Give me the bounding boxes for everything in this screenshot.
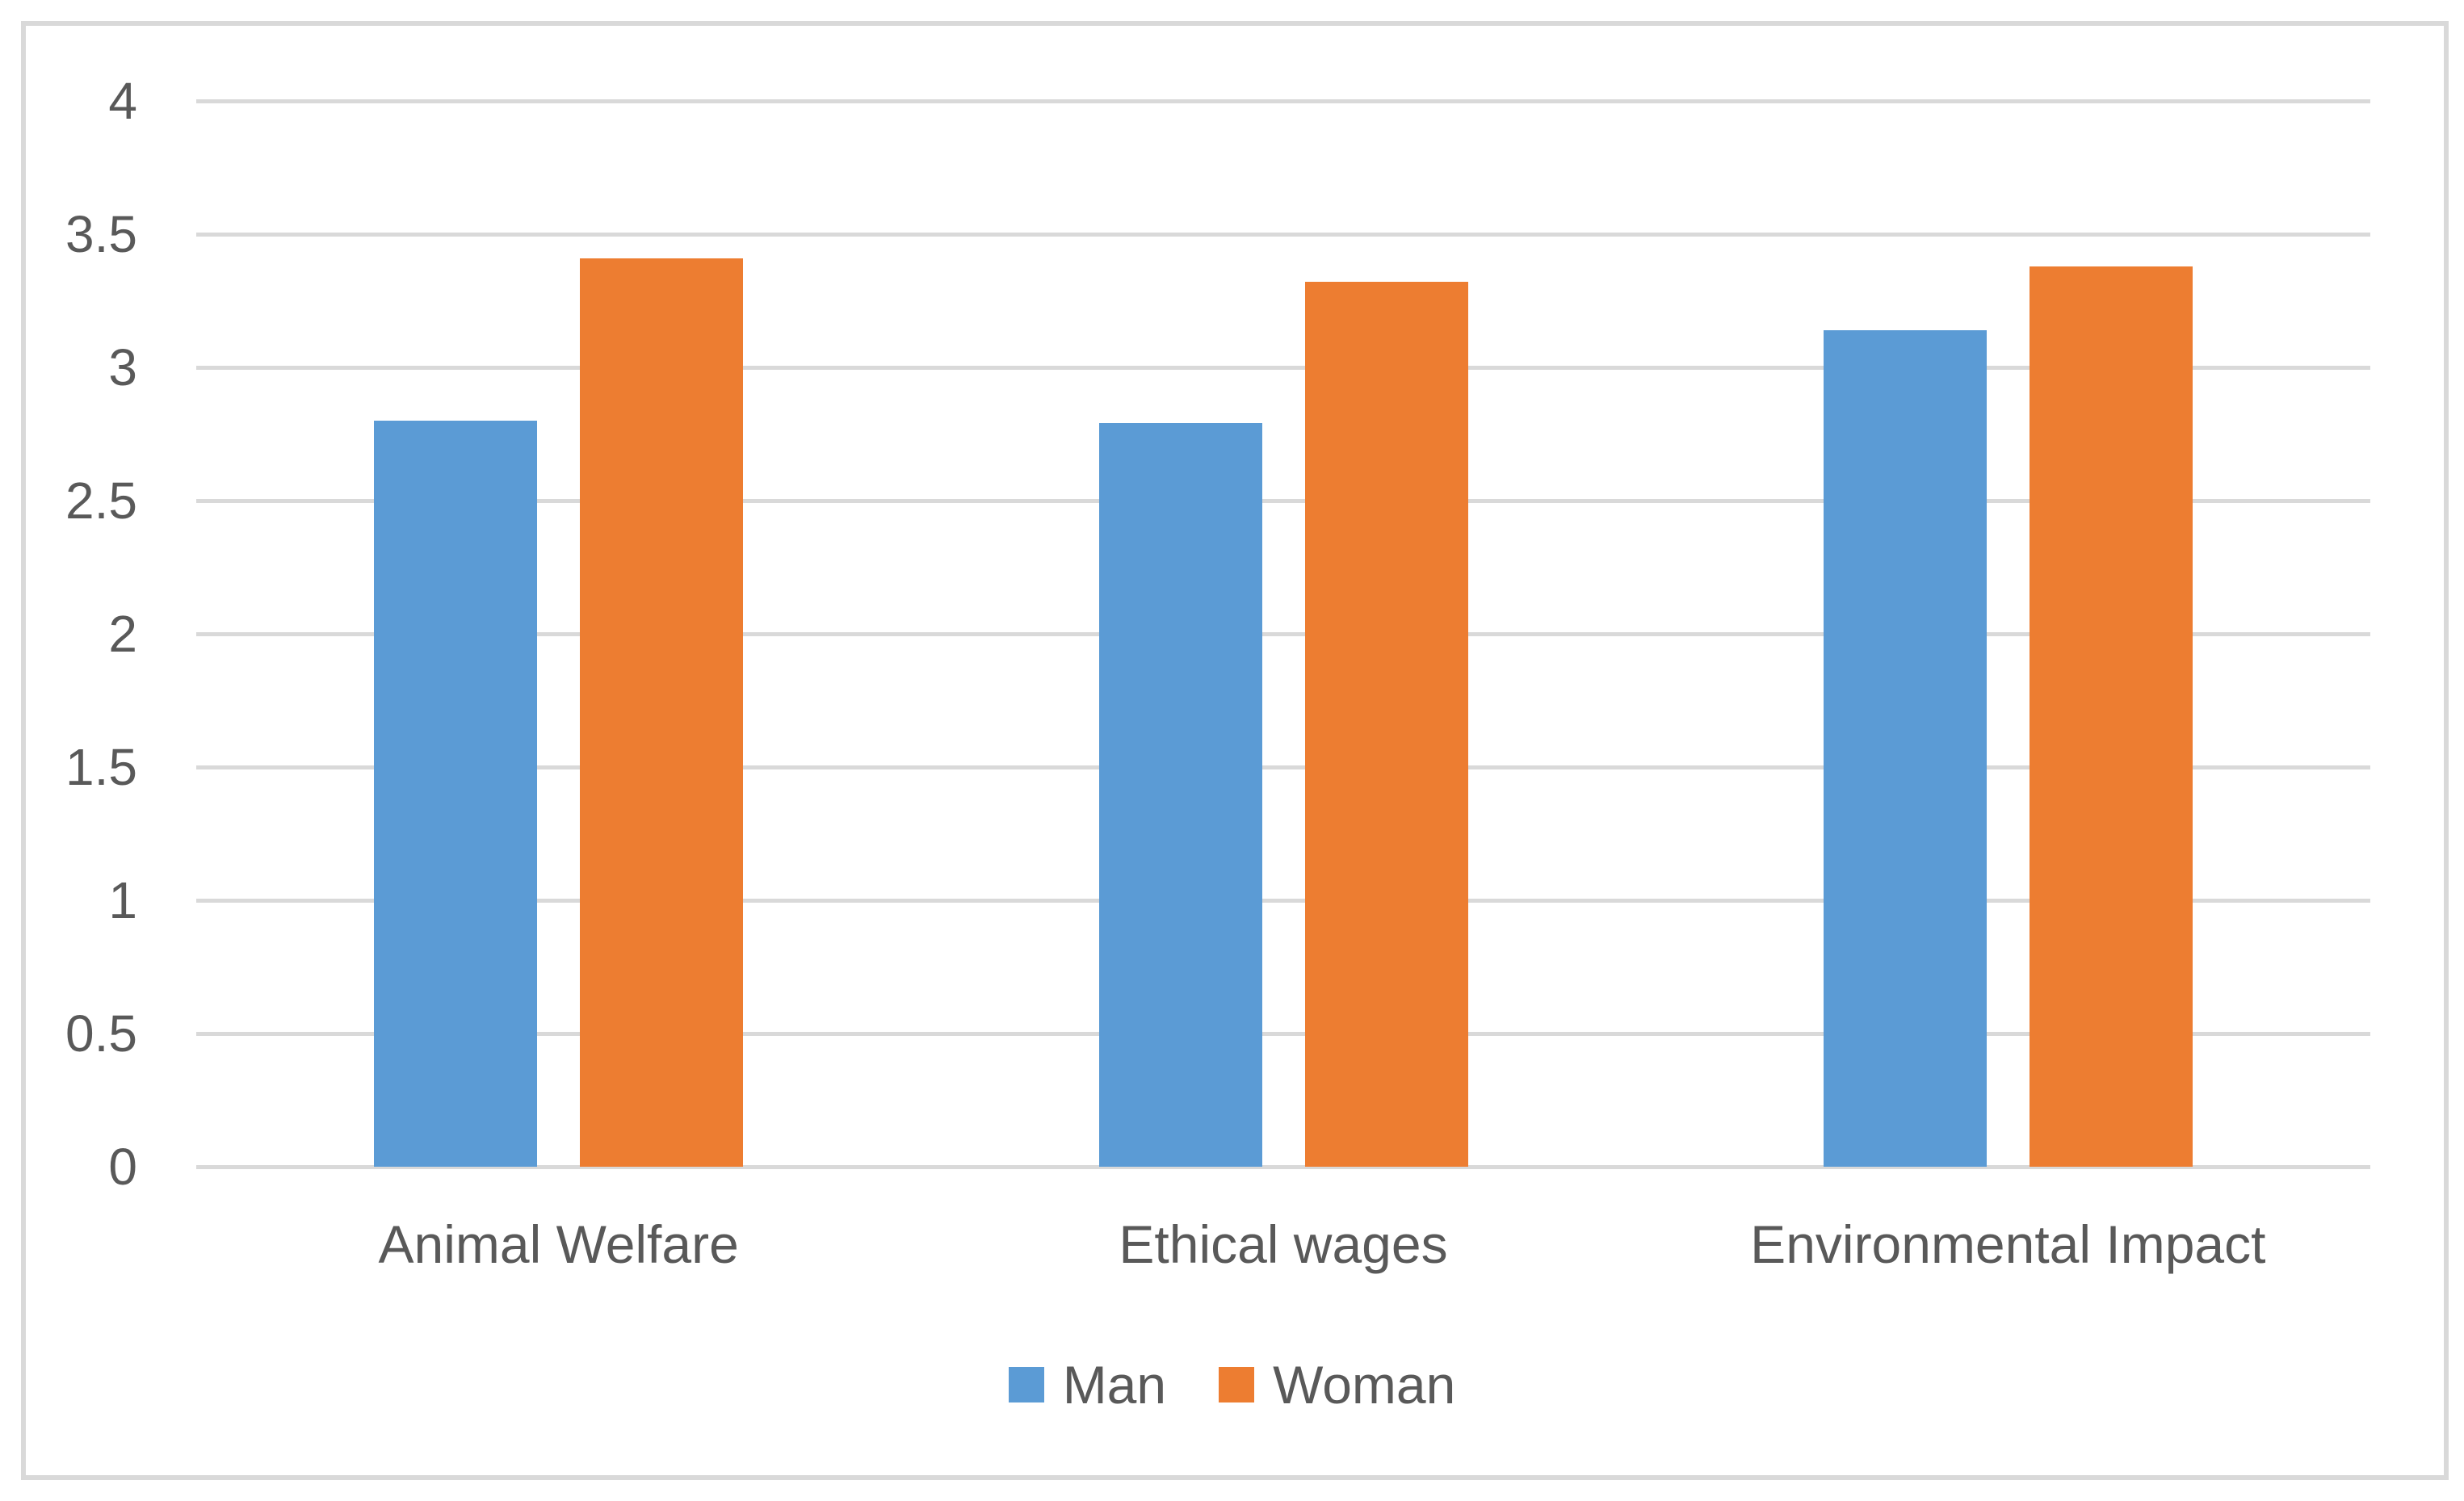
y-tick-label-0: 0 [108, 1138, 137, 1196]
x-category-label-environmental-impact: Environmental Impact [1750, 1214, 2266, 1274]
x-category-label-animal-welfare: Animal Welfare [378, 1214, 739, 1274]
bar-man-environmental-impact [1823, 329, 1987, 1167]
gridline-y-2.5 [196, 499, 2370, 503]
gridline-y-0 [196, 1165, 2370, 1169]
legend-item-man: Man [1008, 1355, 1167, 1415]
gridline-y-4 [196, 99, 2370, 103]
legend-swatch-man [1008, 1367, 1044, 1402]
y-tick-label-2.5: 2.5 [65, 472, 137, 530]
y-tick-label-1: 1 [108, 871, 137, 929]
y-tick-label-0.5: 0.5 [65, 1004, 137, 1063]
bar-woman-environmental-impact [2029, 266, 2193, 1167]
bar-man-ethical-wages [1098, 423, 1262, 1167]
gridline-y-2 [196, 632, 2370, 636]
y-tick-label-1.5: 1.5 [65, 738, 137, 796]
legend: Man Woman [0, 1358, 2464, 1411]
gridline-y-3.5 [196, 233, 2370, 237]
y-tick-label-4: 4 [108, 72, 137, 130]
bar-man-animal-welfare [374, 421, 538, 1167]
gridline-y-3 [196, 366, 2370, 370]
x-category-label-ethical-wages: Ethical wages [1119, 1214, 1448, 1274]
bar-woman-animal-welfare [580, 258, 744, 1167]
gridline-y-0.5 [196, 1032, 2370, 1036]
y-tick-label-2: 2 [108, 605, 137, 663]
y-tick-label-3: 3 [108, 338, 137, 396]
bar-woman-ethical-wages [1304, 282, 1468, 1167]
y-tick-label-3.5: 3.5 [65, 205, 137, 263]
legend-label-woman: Woman [1273, 1355, 1456, 1415]
gridline-y-1 [196, 899, 2370, 903]
gridline-y-1.5 [196, 765, 2370, 769]
legend-item-woman: Woman [1219, 1358, 1455, 1411]
legend-swatch-woman [1219, 1367, 1255, 1402]
legend-label-man: Man [1062, 1355, 1167, 1415]
